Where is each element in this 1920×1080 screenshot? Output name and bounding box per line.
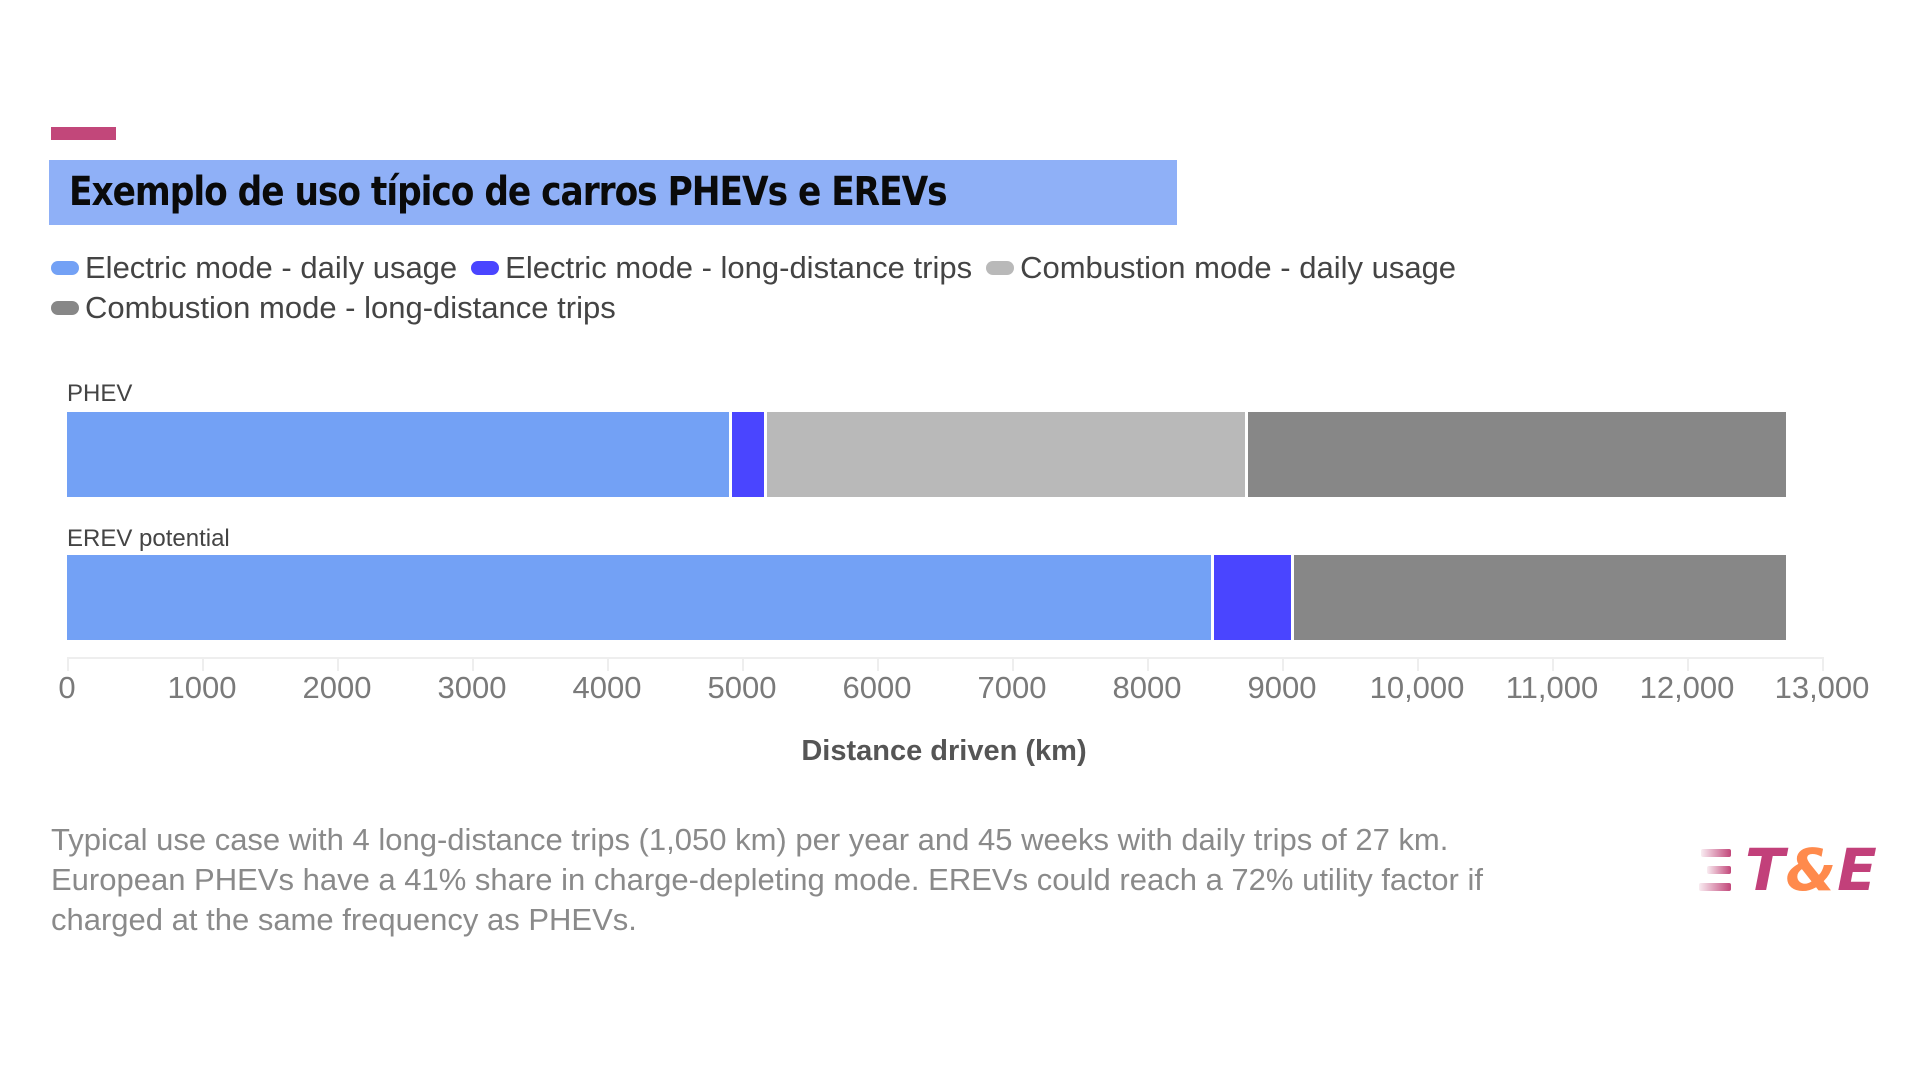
accent-bar bbox=[51, 127, 116, 140]
bar-segment[interactable] bbox=[1247, 412, 1786, 497]
x-axis-tick bbox=[1552, 657, 1554, 671]
x-axis-tick-label: 11,000 bbox=[1505, 670, 1599, 705]
x-axis-line bbox=[67, 657, 1822, 659]
legend: Electric mode - daily usage Electric mod… bbox=[51, 248, 1651, 328]
x-axis-tick-label: 2000 bbox=[302, 670, 372, 705]
speed-lines-icon bbox=[1695, 847, 1731, 893]
te-logo: T&E bbox=[1695, 836, 1878, 904]
x-axis-tick bbox=[742, 657, 744, 671]
x-axis-tick-label: 7000 bbox=[977, 670, 1047, 705]
caption: Typical use case with 4 long-distance tr… bbox=[51, 820, 1611, 940]
x-axis-tick-label: 0 bbox=[58, 670, 76, 705]
legend-swatch-icon bbox=[51, 261, 79, 275]
title-banner: Exemplo de uso típico de carros PHEVs e … bbox=[49, 160, 1177, 225]
erev-bar bbox=[67, 555, 1786, 640]
x-axis-tick bbox=[1822, 657, 1824, 671]
x-axis-tick-label: 8000 bbox=[1112, 670, 1182, 705]
bar-segment[interactable] bbox=[67, 412, 732, 497]
bar-segment[interactable] bbox=[731, 412, 768, 497]
bar-segment[interactable] bbox=[1213, 555, 1294, 640]
legend-swatch-icon bbox=[986, 261, 1015, 275]
legend-swatch-icon bbox=[471, 261, 500, 275]
legend-label: Electric mode - long-distance trips bbox=[505, 250, 973, 285]
caption-line: Typical use case with 4 long-distance tr… bbox=[51, 822, 1449, 857]
legend-swatch-icon bbox=[51, 301, 79, 315]
x-axis-tick-label: 3000 bbox=[437, 670, 507, 705]
x-axis-tick bbox=[337, 657, 339, 671]
x-axis-tick bbox=[202, 657, 204, 671]
erev-label: EREV potential bbox=[67, 525, 230, 552]
x-axis-tick-label: 5000 bbox=[707, 670, 777, 705]
x-axis-tick-label: 6000 bbox=[842, 670, 912, 705]
legend-label: Electric mode - daily usage bbox=[85, 250, 458, 285]
phev-bar bbox=[67, 412, 1786, 497]
x-axis-tick-label: 13,000 bbox=[1774, 670, 1870, 705]
x-axis-tick-label: 10,000 bbox=[1369, 670, 1465, 705]
x-axis-tick bbox=[472, 657, 474, 671]
phev-label: PHEV bbox=[67, 380, 133, 407]
x-axis-tick bbox=[67, 657, 69, 671]
chart-title: Exemplo de uso típico de carros PHEVs e … bbox=[69, 169, 948, 215]
x-axis-tick-label: 12,000 bbox=[1639, 670, 1735, 705]
x-axis-title: Distance driven (km) bbox=[801, 735, 1087, 767]
x-axis-tick bbox=[1687, 657, 1689, 671]
x-axis-tick bbox=[607, 657, 609, 671]
logo-wordmark: T&E bbox=[1745, 836, 1878, 904]
bar-segment[interactable] bbox=[1293, 555, 1786, 640]
bar-segment[interactable] bbox=[67, 555, 1214, 640]
legend-label: Combustion mode - long-distance trips bbox=[85, 290, 616, 325]
legend-item-electric-long[interactable]: Electric mode - long-distance trips bbox=[471, 250, 972, 286]
legend-label: Combustion mode - daily usage bbox=[1020, 250, 1457, 285]
x-axis-tick bbox=[1282, 657, 1284, 671]
x-axis-tick-label: 4000 bbox=[572, 670, 642, 705]
legend-item-combustion-long[interactable]: Combustion mode - long-distance trips bbox=[51, 290, 616, 326]
bar-segment[interactable] bbox=[767, 412, 1248, 497]
legend-item-combustion-daily[interactable]: Combustion mode - daily usage bbox=[986, 250, 1456, 286]
legend-item-electric-daily[interactable]: Electric mode - daily usage bbox=[51, 250, 457, 286]
caption-line: charged at the same frequency as PHEVs. bbox=[51, 902, 637, 937]
x-axis-tick bbox=[877, 657, 879, 671]
x-axis-tick-label: 1000 bbox=[167, 670, 237, 705]
caption-line: European PHEVs have a 41% share in charg… bbox=[51, 862, 1483, 897]
x-axis-tick bbox=[1417, 657, 1419, 671]
x-axis-tick-label: 9000 bbox=[1247, 670, 1317, 705]
x-axis-tick bbox=[1012, 657, 1014, 671]
x-axis-tick bbox=[1147, 657, 1149, 671]
